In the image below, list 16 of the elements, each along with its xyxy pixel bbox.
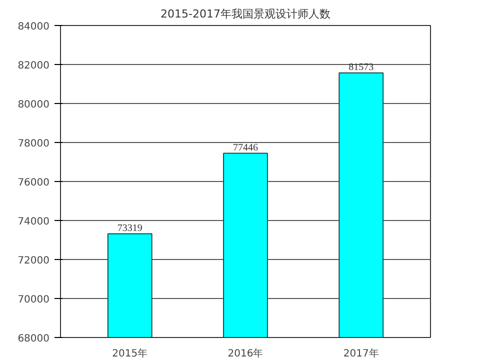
x-tick-label: 2016年: [228, 348, 264, 360]
y-tick-label: 80000: [18, 100, 50, 110]
y-tick-label: 70000: [18, 294, 50, 306]
x-tick-label: 2017年: [343, 348, 379, 360]
data-label: 73319: [117, 222, 142, 234]
y-tick-label: 78000: [18, 138, 50, 150]
y-tick-label: 82000: [18, 60, 50, 72]
y-tick-label: 74000: [18, 216, 50, 228]
data-label: 77446: [233, 142, 258, 154]
y-tick-label: 84000: [18, 22, 50, 32]
y-tick-label: 76000: [18, 178, 50, 188]
data-label: 81573: [348, 62, 374, 73]
x-tick-label: 2015年: [112, 348, 148, 360]
chart-title: 2015-2017年我国景观设计师人数: [160, 8, 330, 20]
y-tick-label: 72000: [18, 256, 50, 266]
y-tick-label: 68000: [18, 334, 50, 344]
